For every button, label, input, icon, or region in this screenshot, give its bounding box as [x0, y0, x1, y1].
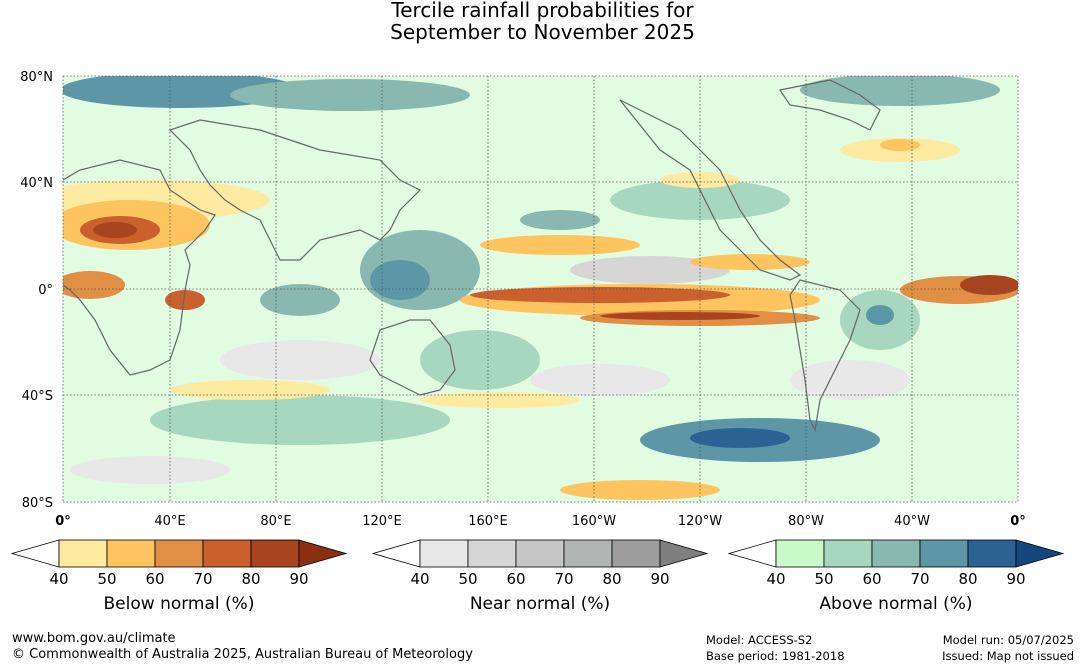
legend-swatch: [10, 539, 60, 568]
legend-tick-label: 40: [410, 570, 429, 588]
legend-above: 40 50 60 70 80 90 Above normal (%): [727, 539, 1065, 614]
legend-tick-label: 80: [958, 570, 977, 588]
footer-model: Model: ACCESS-S2: [706, 633, 813, 647]
lat-label: 40°N: [20, 176, 53, 191]
legend-title: Below normal (%): [104, 594, 255, 614]
legend-tick-label: 40: [49, 570, 68, 588]
lon-label: 0°: [55, 514, 71, 529]
legend-below: 40 50 60 70 80 90 Below normal (%): [10, 539, 348, 614]
legend-tick-label: 70: [554, 570, 573, 588]
longitude-labels: 0° 40°E 80°E 120°E 160°E 160°W 120°W 80°…: [55, 514, 1026, 529]
legend-swatch: [154, 539, 204, 568]
lon-label: 0°: [1010, 514, 1026, 529]
legend-tick-label: 60: [506, 570, 525, 588]
legend-swatch: [58, 539, 108, 568]
legend-tick-label: 60: [145, 570, 164, 588]
lon-label: 40°E: [154, 514, 185, 529]
lat-label: 80°S: [22, 496, 53, 511]
map-title-line-2: September to November 2025: [390, 20, 695, 44]
legend-swatch: [467, 539, 517, 568]
footer-base-period: Base period: 1981-2018: [706, 649, 845, 663]
lon-label: 120°W: [678, 514, 722, 529]
legend-tick-label: 80: [602, 570, 621, 588]
legend-swatch: [919, 539, 969, 568]
legend-tick-label: 50: [97, 570, 116, 588]
legend-swatch: [371, 539, 421, 568]
legend-swatch: [967, 539, 1017, 568]
legend-title: Near normal (%): [470, 594, 610, 614]
legend-tick-label: 80: [241, 570, 260, 588]
legend-near: 40 50 60 70 80 90 Near normal (%): [371, 539, 709, 614]
legend-swatch: [871, 539, 921, 568]
legends: 40 50 60 70 80 90 Below normal (%) 40 50 60 70 80 90…: [10, 539, 1065, 614]
lon-label: 160°E: [468, 514, 508, 529]
footer-copyright: © Commonwealth of Australia 2025, Austra…: [12, 647, 473, 662]
legend-swatch: [659, 539, 709, 568]
map-title-line-1: Tercile rainfall probabilities for: [391, 0, 694, 22]
legend-swatch: [823, 539, 873, 568]
legend-tick-label: 40: [766, 570, 785, 588]
probability-field: [63, 76, 1018, 502]
legend-tick-label: 50: [814, 570, 833, 588]
footer-issued: Issued: Map not issued: [942, 649, 1074, 663]
legend-swatch: [202, 539, 252, 568]
legend-swatch: [775, 539, 825, 568]
graticule: [62, 75, 1019, 503]
legend-tick-label: 60: [862, 570, 881, 588]
lon-label: 40°W: [894, 514, 930, 529]
legend-title: Above normal (%): [819, 594, 972, 614]
footer-website: www.bom.gov.au/climate: [12, 631, 176, 646]
legend-tick-label: 50: [458, 570, 477, 588]
lon-label: 120°E: [362, 514, 402, 529]
legend-swatch: [298, 539, 348, 568]
legend-tick-label: 70: [910, 570, 929, 588]
lat-label: 0°: [38, 283, 53, 298]
latitude-labels: 80°N 40°N 0° 40°S 80°S: [20, 70, 53, 511]
legend-tick-label: 90: [289, 570, 308, 588]
lon-label: 160°W: [572, 514, 616, 529]
legend-swatch: [106, 539, 156, 568]
legend-swatch: [419, 539, 469, 568]
legend-swatch: [727, 539, 777, 568]
lat-label: 40°S: [22, 389, 53, 404]
legend-swatch: [515, 539, 565, 568]
legend-tick-label: 70: [193, 570, 212, 588]
lat-label: 80°N: [20, 70, 53, 85]
legend-swatch: [1015, 539, 1065, 568]
legend-tick-label: 90: [650, 570, 669, 588]
legend-swatch: [250, 539, 300, 568]
legend-swatch: [611, 539, 661, 568]
lon-label: 80°E: [260, 514, 291, 529]
lon-label: 80°W: [788, 514, 824, 529]
legend-swatch: [563, 539, 613, 568]
footer-model-run: Model run: 05/07/2025: [942, 633, 1074, 647]
coastlines: [63, 79, 881, 432]
legend-tick-label: 90: [1006, 570, 1025, 588]
